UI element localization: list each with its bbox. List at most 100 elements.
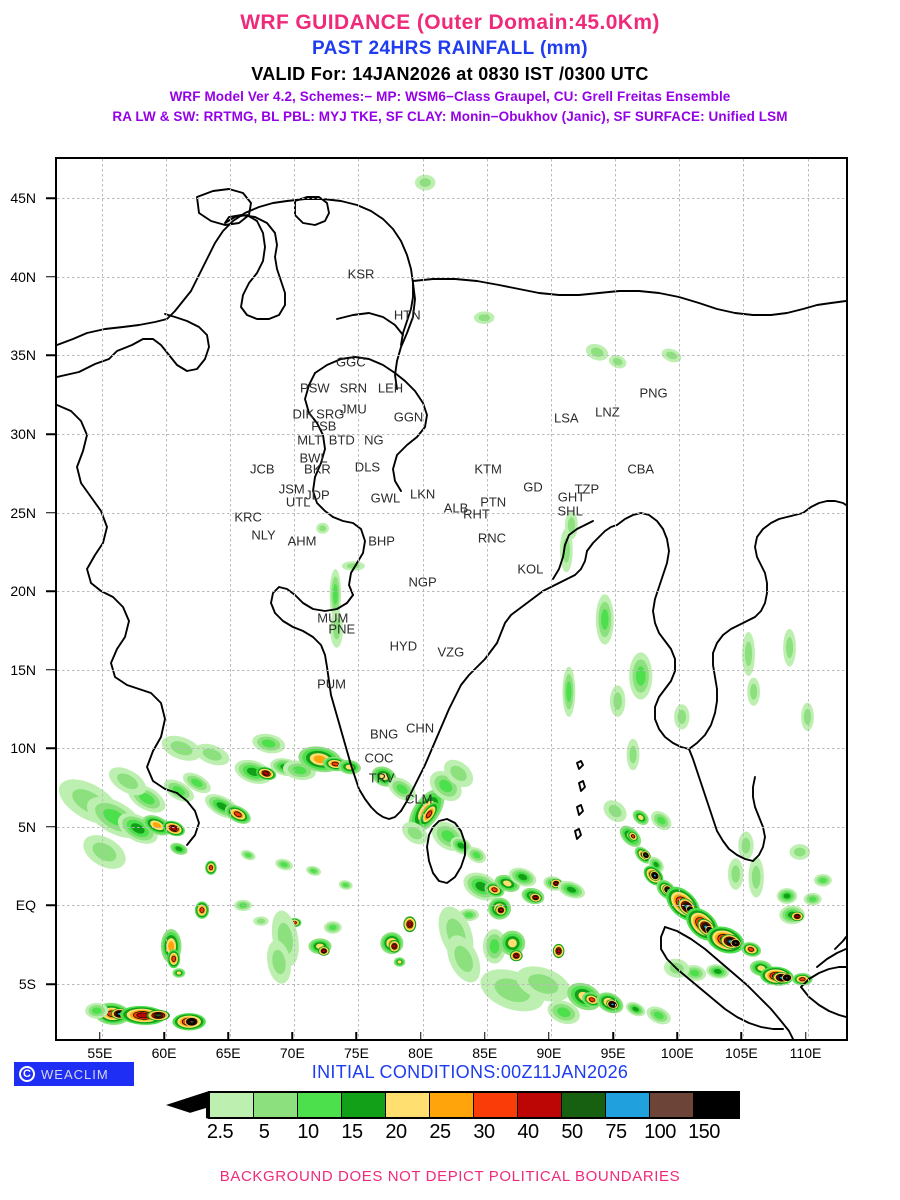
precip-cell — [783, 628, 796, 667]
gridline-lon — [807, 159, 809, 1039]
city-label: PUM — [317, 676, 346, 692]
city-label: VZG — [437, 644, 465, 660]
lon-tick-mark — [484, 1032, 486, 1041]
precip-cell — [649, 870, 661, 881]
precip-cell — [172, 968, 186, 978]
colorbar-tick-labels: 2.5 5 10 15 20 25 30 40 50 75 100 150 — [166, 1121, 738, 1147]
lon-tick-label: 95E — [600, 1045, 626, 1061]
city-label: TZP — [574, 481, 600, 497]
precip-cell — [163, 779, 194, 802]
precip-cell — [253, 916, 269, 926]
colorbar-tick-label: 15 — [341, 1121, 363, 1143]
lon-tick-label: 65E — [215, 1045, 241, 1061]
lon-tick-mark — [355, 1032, 358, 1041]
gridline-lat — [57, 591, 846, 593]
lon-tick-label: 60E — [151, 1045, 177, 1061]
city-label: UTL — [285, 494, 311, 510]
lon-tick-mark — [612, 1032, 614, 1041]
precip-cell — [306, 865, 322, 876]
precip-cell — [565, 511, 578, 540]
city-label: KRC — [234, 509, 262, 525]
colorbar-tick-label: 10 — [297, 1121, 319, 1143]
gridline-lon — [358, 159, 360, 1039]
lon-tick-mark — [548, 1032, 550, 1041]
precip-cell — [142, 815, 172, 836]
city-label: NG — [364, 432, 384, 448]
colorbar-tick-label: 30 — [473, 1121, 495, 1143]
weaclim-logo[interactable]: C WEACLIM — [14, 1062, 134, 1086]
lon-tick-label: 70E — [279, 1045, 305, 1061]
lon-tick-mark — [676, 1032, 678, 1041]
precip-cell — [632, 809, 649, 825]
city-label: MLT — [297, 432, 323, 448]
precip-cell — [495, 904, 507, 916]
lon-tick-mark — [227, 1032, 229, 1041]
lon-tick-mark — [740, 1032, 743, 1041]
colorbar-tick-label: 20 — [385, 1121, 407, 1143]
lat-tick-mark — [46, 747, 55, 750]
precip-cell — [266, 940, 291, 984]
precip-cell — [108, 767, 147, 796]
lat-tick-label: 30N — [10, 426, 36, 442]
lat-tick-label: 40N — [10, 268, 36, 285]
lon-tick-label: 90E — [536, 1045, 562, 1061]
precip-cell — [275, 858, 293, 871]
city-label: CBA — [627, 461, 655, 477]
rainfall-map[interactable]: KSR HTN GGC PSW SRN LEH JMU DIK SRG GGN FSB MLT BTD N… — [55, 157, 848, 1041]
precip-cell — [466, 847, 487, 864]
precip-cell — [338, 759, 361, 775]
city-label: BWL — [299, 450, 328, 466]
lat-tick-mark — [46, 904, 55, 907]
city-label: PSW — [300, 380, 330, 396]
precip-cell — [509, 950, 523, 962]
city-label: BHP — [368, 533, 395, 549]
colorbar-swatch — [606, 1093, 650, 1117]
initial-conditions-label: INITIAL CONDITIONS:00Z11JAN2026 — [311, 1062, 629, 1082]
city-label: DIK — [292, 406, 315, 422]
colorbar-swatch — [518, 1093, 562, 1117]
lon-tick-mark — [291, 1032, 294, 1041]
precip-cell — [740, 942, 762, 957]
gridline-lat — [57, 984, 846, 985]
colorbar-under-arrow — [166, 1091, 209, 1130]
gridline-lon — [679, 159, 681, 1039]
colorbar-tick-label: 2.5 — [206, 1121, 234, 1143]
precip-cell — [582, 992, 602, 1008]
gridline-lon — [550, 159, 552, 1039]
gridline-lat — [57, 434, 846, 435]
precip-cell — [403, 916, 417, 933]
lat-tick-label: 5N — [18, 818, 36, 835]
city-label: GHT — [557, 489, 586, 505]
colorbar-swatch — [474, 1093, 518, 1117]
lat-tick-mark — [46, 197, 55, 200]
precip-cell — [585, 343, 609, 361]
precip-cell — [182, 772, 211, 794]
page-subtitle: PAST 24HRS RAINFALL (mm) — [312, 38, 588, 59]
precip-cell — [727, 858, 744, 890]
precip-cell — [547, 1000, 580, 1025]
lon-tick-label: 75E — [344, 1045, 369, 1061]
precip-cell — [85, 1002, 109, 1019]
city-label: GGN — [393, 409, 424, 425]
lon-tick-label: 55E — [87, 1045, 113, 1061]
precip-cell — [742, 632, 755, 676]
lat-tick-label: EQ — [15, 897, 36, 914]
gridline-lon — [615, 159, 617, 1039]
precip-cell — [776, 888, 798, 904]
lon-tick-label: 100E — [660, 1045, 694, 1061]
colorbar-tick-label: 100 — [644, 1121, 676, 1143]
lat-tick-mark — [46, 668, 55, 671]
precip-cell — [224, 804, 251, 824]
precip-cell — [205, 860, 217, 875]
colorbar-swatch — [210, 1093, 254, 1117]
precip-cell — [240, 849, 256, 861]
city-label: RNC — [477, 530, 506, 546]
lon-tick-label: 105E — [725, 1045, 758, 1061]
city-label: RHT — [463, 506, 490, 522]
colorbar-tick-label: 75 — [605, 1121, 627, 1143]
colorbar-over-arrow — [696, 1091, 740, 1119]
city-label: JDP — [305, 487, 330, 503]
precip-cell — [557, 880, 585, 899]
precip-cell — [509, 867, 537, 887]
city-label: KSR — [347, 266, 375, 282]
